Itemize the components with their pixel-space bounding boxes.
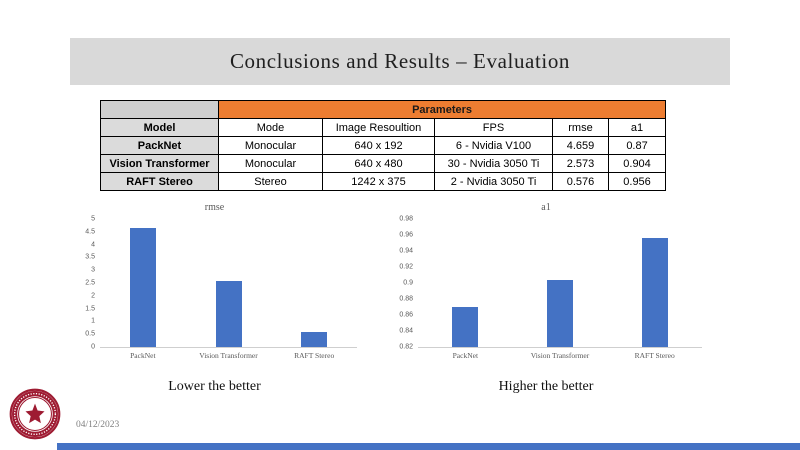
column-header-a1: a1: [607, 118, 667, 137]
table-cell: 0.87: [607, 136, 667, 155]
group-header-row: Parameters: [100, 100, 667, 119]
table-cell: 6 - Nvidia V100: [434, 136, 553, 155]
y-tick-label: 0.96: [399, 231, 413, 239]
x-axis-label: PackNet: [452, 351, 479, 360]
table-cell: Monocular: [218, 154, 323, 173]
chart-a1: a1 0.98 0.96 0.94 0.92 0.9 0.88 0.86 0.84 0.82 P…: [390, 202, 702, 360]
y-tick-label: 2.5: [85, 279, 95, 287]
table-cell: 2 - Nvidia 3050 Ti: [434, 172, 553, 191]
chart-title: rmse: [204, 202, 225, 213]
table-corner-cell: [100, 100, 219, 119]
table-cell: 0.956: [607, 172, 667, 191]
table-cell: 0.904: [607, 154, 667, 173]
y-tick-label: 0.98: [399, 215, 413, 223]
x-axis: PackNet Vision Transformer RAFT Stereo: [100, 351, 357, 360]
bar-slot: [100, 219, 186, 347]
y-tick-label: 2: [91, 292, 95, 300]
table-row: PackNet Monocular 640 x 192 6 - Nvidia V100…: [100, 136, 667, 155]
bar-raft-stereo: [301, 332, 328, 347]
y-tick-label: 1.5: [85, 305, 95, 313]
x-axis-label: Vision Transformer: [199, 351, 258, 360]
bar-slot: [418, 219, 513, 347]
row-header-raft-stereo: RAFT Stereo: [100, 172, 219, 191]
table-cell: Stereo: [218, 172, 323, 191]
left-chart-caption: Lower the better: [168, 379, 261, 394]
bottom-accent-bar: [57, 443, 800, 450]
y-tick-label: 1: [91, 317, 95, 325]
bar-slot: [513, 219, 608, 347]
right-chart-caption: Higher the better: [498, 379, 594, 394]
row-header-vision-transformer: Vision Transformer: [100, 154, 219, 173]
slide-date: 04/12/2023: [76, 420, 120, 430]
seal-icon: [9, 388, 61, 440]
y-axis: 5 4.5 4 3.5 3 2.5 2 1.5 1 0.5 0: [72, 215, 100, 351]
y-tick-label: 3.5: [85, 253, 95, 261]
column-header-model: Model: [100, 118, 219, 137]
table-cell: Monocular: [218, 136, 323, 155]
chart-title: a1: [541, 202, 551, 213]
table-cell: 1242 x 375: [322, 172, 435, 191]
university-seal-logo: [9, 388, 61, 440]
y-tick-label: 0.94: [399, 247, 413, 255]
column-header-rmse: rmse: [552, 118, 609, 137]
column-header-mode: Mode: [218, 118, 323, 137]
table-cell: 640 x 192: [322, 136, 435, 155]
y-tick-label: 0.84: [399, 327, 413, 335]
table-group-header: Parameters: [217, 100, 667, 119]
bar-slot: [186, 219, 272, 347]
column-header-image-resoultion: Image Resoultion: [322, 118, 435, 137]
x-axis-label: Vision Transformer: [530, 351, 590, 360]
table-cell: 30 - Nvidia 3050 Ti: [434, 154, 553, 173]
table-cell: 4.659: [552, 136, 609, 155]
y-tick-label: 5: [91, 215, 95, 223]
table-cell: 0.576: [552, 172, 609, 191]
y-tick-label: 0.92: [399, 263, 413, 271]
y-tick-label: 3: [91, 266, 95, 274]
plot-area: [418, 219, 702, 348]
x-axis-label: RAFT Stereo: [634, 351, 675, 360]
y-tick-label: 4.5: [85, 228, 95, 236]
slide-title: Conclusions and Results – Evaluation: [229, 49, 571, 73]
bar-slot: [271, 219, 357, 347]
y-tick-label: 4: [91, 241, 95, 249]
table-row: RAFT Stereo Stereo 1242 x 375 2 - Nvidia 30…: [100, 172, 667, 191]
bar-packnet: [129, 227, 156, 347]
chart-rmse: rmse 5 4.5 4 3.5 3 2.5 2 1.5 1 0.5 0 PackNet Vision…: [72, 202, 357, 360]
y-tick-label: 0.5: [85, 330, 95, 338]
slide-title-band: Conclusions and Results – Evaluation: [70, 38, 730, 85]
evaluation-results-table: Parameters Model Mode Image Resoultion FPS r…: [100, 100, 667, 191]
bar-vision-transformer: [547, 279, 573, 347]
plot-area: [100, 219, 357, 348]
bar-vision-transformer: [215, 281, 242, 347]
x-axis-label: RAFT Stereo: [294, 351, 335, 360]
column-header-row: Model Mode Image Resoultion FPS rmse a1: [100, 118, 667, 137]
bar-slot: [607, 219, 702, 347]
table-row: Vision Transformer Monocular 640 x 480 30 -…: [100, 154, 667, 173]
y-axis: 0.98 0.96 0.94 0.92 0.9 0.88 0.86 0.84 0.82: [390, 215, 418, 351]
y-tick-label: 0: [91, 343, 95, 351]
column-header-fps: FPS: [434, 118, 553, 137]
x-axis-label: PackNet: [130, 351, 156, 360]
table-cell: 640 x 480: [322, 154, 435, 173]
y-tick-label: 0.82: [399, 343, 413, 351]
bar-packnet: [452, 307, 479, 347]
y-tick-label: 0.86: [399, 311, 413, 319]
y-tick-label: 0.9: [403, 279, 413, 287]
x-axis: PackNet Vision Transformer RAFT Stereo: [418, 351, 702, 360]
y-tick-label: 0.88: [399, 295, 413, 303]
bar-raft-stereo: [641, 238, 668, 347]
table-cell: 2.573: [552, 154, 609, 173]
row-header-packnet: PackNet: [100, 136, 219, 155]
